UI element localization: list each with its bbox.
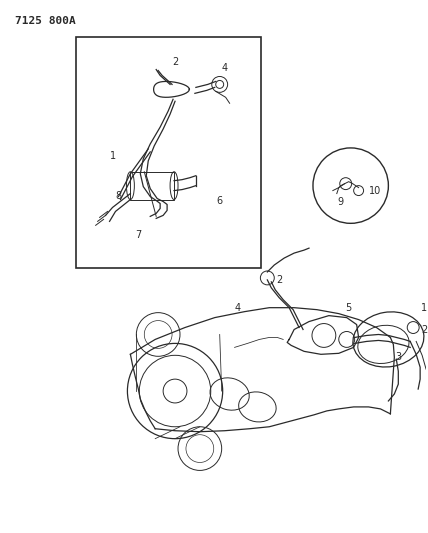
Text: 4: 4 [222, 62, 228, 72]
Text: 10: 10 [369, 185, 381, 196]
Text: 1: 1 [110, 151, 116, 161]
Text: 5: 5 [345, 303, 352, 313]
Text: 8: 8 [116, 191, 122, 200]
Text: 2: 2 [172, 56, 178, 67]
Text: 7: 7 [135, 230, 141, 240]
Text: 9: 9 [338, 197, 344, 206]
Bar [76, 37, 262, 268]
Bar [131, 172, 174, 199]
Text: 7125 800A: 7125 800A [15, 16, 76, 26]
Text: 2: 2 [421, 325, 427, 335]
Text: 4: 4 [235, 303, 241, 313]
Text: 3: 3 [395, 352, 401, 362]
Text: 6: 6 [217, 196, 223, 206]
Text: 1: 1 [421, 303, 427, 313]
Text: 2: 2 [276, 275, 282, 285]
